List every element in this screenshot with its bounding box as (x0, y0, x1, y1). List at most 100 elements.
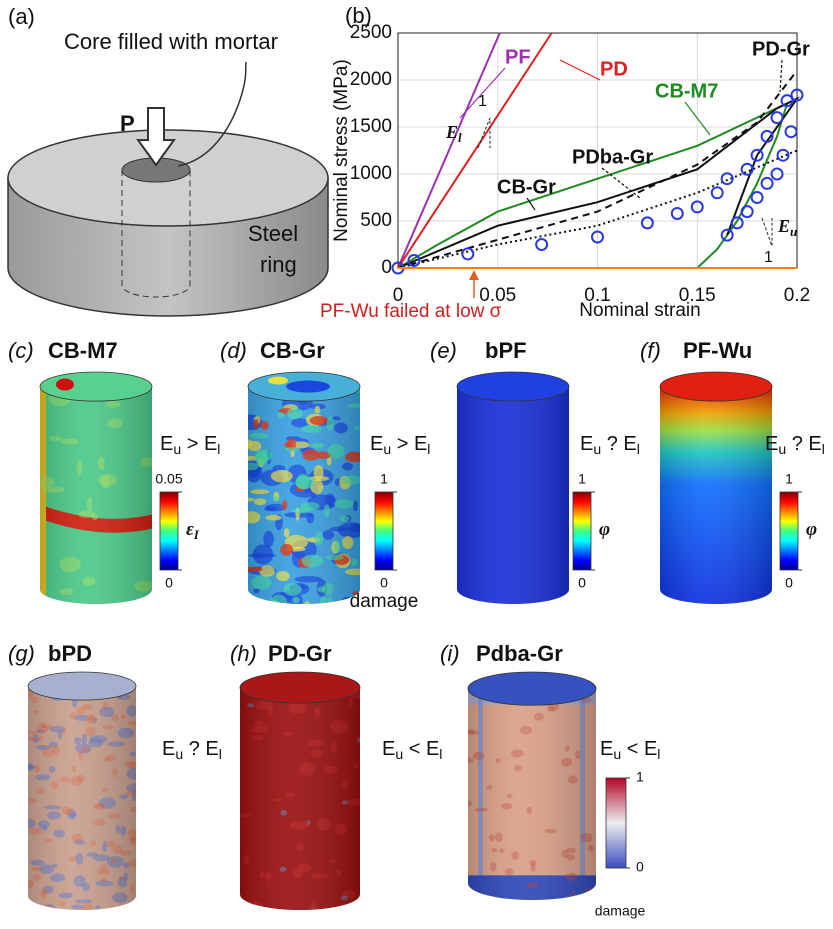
series-line (397, 69, 798, 269)
slope-triangle (477, 117, 491, 149)
colorbar (159, 491, 179, 571)
colorbar-min: 0 (380, 575, 388, 591)
colorbar-max: 1 (785, 471, 793, 487)
relation-part: E (580, 433, 593, 455)
data-point (535, 238, 549, 251)
texture-spot (130, 904, 136, 911)
y-tick-label: 1500 (350, 116, 392, 137)
relation-sub: l (439, 746, 442, 762)
texture-spot (484, 895, 490, 900)
texture-spot (267, 601, 280, 604)
shading (28, 686, 136, 911)
texture-spot (298, 607, 320, 625)
texture-spot (499, 901, 505, 906)
texture-spot (318, 909, 324, 910)
texture-spot (240, 610, 256, 617)
panel-title: PF-Wu (683, 338, 752, 363)
series-line (397, 96, 801, 269)
relation-op: ? (786, 433, 808, 455)
relation-part: E (382, 738, 395, 760)
texture (240, 687, 360, 910)
relation: Eu ? El (765, 433, 825, 456)
top-spot (286, 380, 330, 393)
texture-spot (336, 603, 348, 604)
colorbar-caption: damage (350, 591, 419, 612)
texture-spot (530, 904, 536, 910)
shading (240, 687, 360, 910)
texture-spot (353, 612, 362, 617)
colorbar-symbol: φ (599, 519, 610, 540)
colorbar-max: 1 (578, 471, 586, 487)
panel-label: (e) (430, 338, 457, 363)
series-label: PDba-Gr (572, 146, 653, 168)
data-point (784, 125, 798, 139)
relation-part: E (370, 433, 383, 455)
data-point (591, 230, 604, 244)
series-label: PD-Gr (752, 38, 810, 60)
data-point (760, 176, 774, 190)
annotation-part: E (777, 216, 790, 236)
texture (457, 386, 569, 604)
relation-sub: u (593, 441, 601, 457)
cylinder-top (239, 671, 361, 704)
relation: Eu > El (370, 433, 430, 456)
relation-part: E (205, 738, 218, 760)
series-label: PF (505, 46, 531, 68)
data-point (780, 94, 794, 108)
panel-label: (i) (440, 641, 460, 666)
x-tick-label: 0 (393, 285, 404, 306)
relation-part: E (765, 433, 778, 455)
annotation-sub: u (790, 224, 797, 239)
series-label: CB-Gr (497, 176, 556, 198)
arrowhead (469, 270, 479, 280)
symbol: φ (599, 519, 610, 540)
label-pointer (559, 59, 601, 81)
data-point (710, 186, 724, 200)
series-label: CB-M7 (655, 80, 718, 102)
panel-label: (c) (8, 338, 34, 363)
load-arrow (136, 107, 176, 167)
texture-spot (333, 612, 349, 618)
symbol: φ (806, 519, 817, 540)
colorbar-max: 0.05 (155, 471, 182, 487)
texture (660, 386, 772, 604)
label-pointer (779, 59, 783, 93)
texture (28, 686, 136, 911)
texture-spot (62, 909, 71, 911)
shading (40, 386, 152, 604)
y-tick-label: 1000 (350, 163, 392, 184)
data-point (790, 88, 804, 102)
relation-sub: l (219, 746, 222, 762)
annotation: El (445, 122, 462, 145)
relation-op: < (621, 738, 644, 760)
annotation: Core filled with mortar (64, 29, 278, 54)
colorbar (605, 777, 627, 869)
annotation: Eu (777, 216, 797, 239)
panel-title: Pdba-Gr (476, 641, 563, 666)
panel-title: bPD (48, 641, 92, 666)
relation-sub: l (637, 441, 640, 457)
data-point (720, 172, 734, 186)
texture-spot (474, 904, 487, 911)
relation: Eu > El (160, 433, 220, 456)
relation-op: ? (183, 738, 205, 760)
relation-part: E (644, 738, 657, 760)
data-point (740, 205, 754, 219)
texture-spot (279, 616, 283, 620)
annotation: PF-Wu failed at low σ (320, 301, 502, 322)
relation-sub: u (613, 746, 621, 762)
relation-sub: u (175, 746, 183, 762)
series-line (397, 32, 553, 269)
data-point (770, 167, 784, 181)
data-point (770, 111, 784, 125)
series-line (397, 149, 798, 269)
data-point (640, 216, 654, 230)
top-spot (268, 376, 288, 385)
load-label: P (120, 111, 135, 136)
relation-part: E (623, 433, 636, 455)
colorbar-min: 0 (636, 859, 644, 875)
relation-part: E (204, 433, 217, 455)
data-point (670, 206, 684, 220)
relation-sub: l (822, 441, 825, 457)
texture (468, 688, 596, 911)
